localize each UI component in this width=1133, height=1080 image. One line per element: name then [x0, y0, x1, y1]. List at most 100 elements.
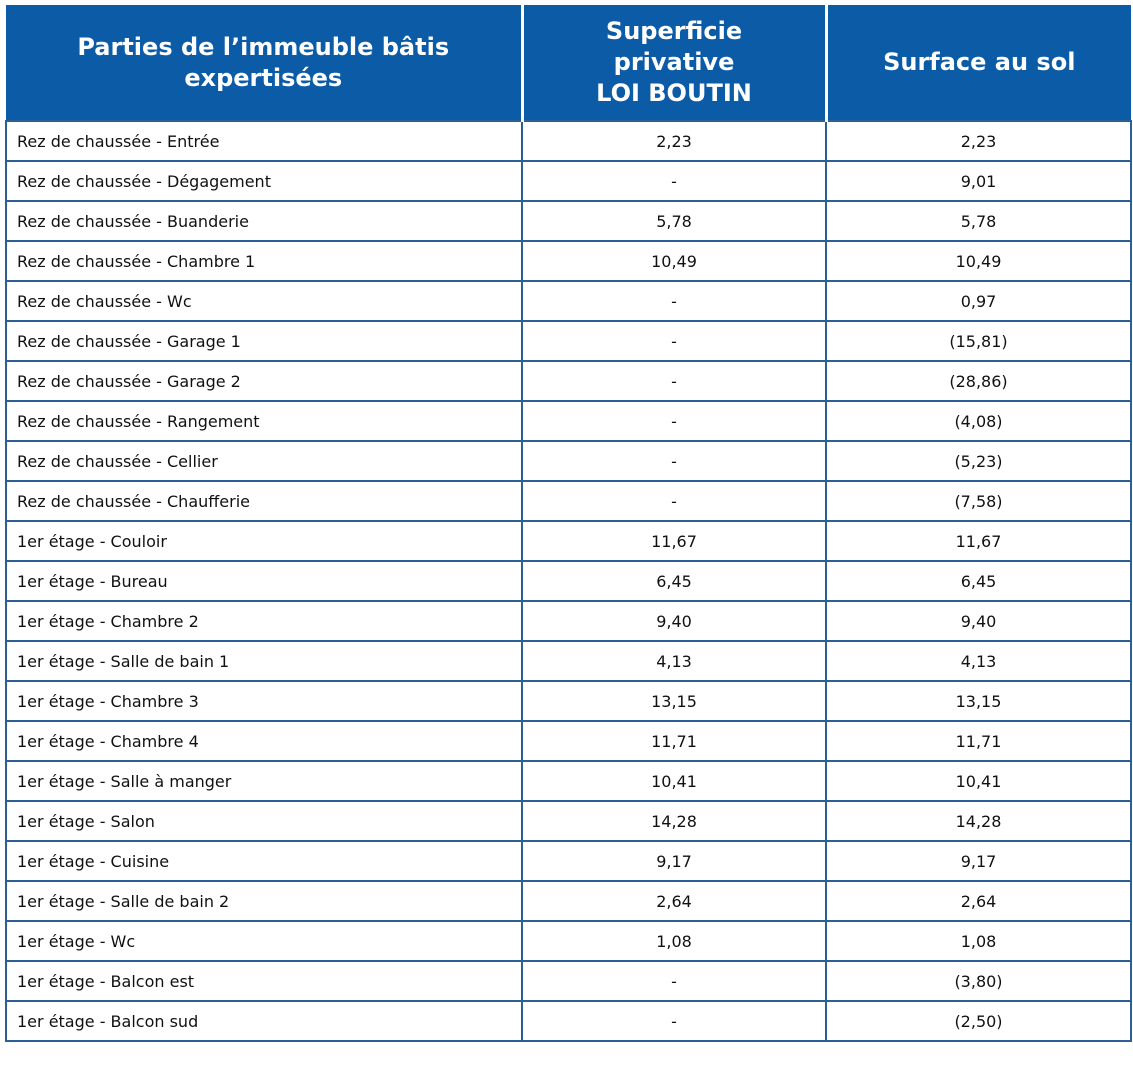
row-surface-sol: 13,15	[825, 680, 1132, 722]
row-superficie-boutin: -	[521, 360, 827, 402]
row-label: 1er étage - Couloir	[5, 520, 523, 562]
row-superficie-boutin: -	[521, 960, 827, 1002]
row-superficie-boutin: 1,08	[521, 920, 827, 962]
row-surface-sol: 0,97	[825, 280, 1132, 322]
row-surface-sol: (5,23)	[825, 440, 1132, 482]
row-surface-sol: (2,50)	[825, 1000, 1132, 1042]
surface-table: Parties de l’immeuble bâtis expertisées …	[5, 5, 1132, 1042]
table-row: Rez de chaussée - Entrée 2,23 2,23	[5, 120, 1132, 162]
table-row: 1er étage - Salle de bain 2 2,64 2,64	[5, 880, 1132, 922]
table-row: Rez de chaussée - Buanderie 5,78 5,78	[5, 200, 1132, 242]
row-superficie-boutin: 2,64	[521, 880, 827, 922]
row-superficie-boutin: 4,13	[521, 640, 827, 682]
table-row: 1er étage - Balcon sud - (2,50)	[5, 1000, 1132, 1042]
row-superficie-boutin: 6,45	[521, 560, 827, 602]
header-boutin-line: LOI BOUTIN	[596, 79, 752, 107]
table-row: Rez de chaussée - Cellier - (5,23)	[5, 440, 1132, 482]
table-row: 1er étage - Cuisine 9,17 9,17	[5, 840, 1132, 882]
row-label: 1er étage - Chambre 3	[5, 680, 523, 722]
row-superficie-boutin: -	[521, 480, 827, 522]
row-label: 1er étage - Bureau	[5, 560, 523, 602]
row-label: Rez de chaussée - Cellier	[5, 440, 523, 482]
table-body: Rez de chaussée - Entrée 2,23 2,23 Rez de c…	[5, 120, 1132, 1042]
row-superficie-boutin: 11,67	[521, 520, 827, 562]
header-sol-line: Surface au sol	[883, 48, 1076, 76]
row-superficie-boutin: 11,71	[521, 720, 827, 762]
row-label: Rez de chaussée - Chaufferie	[5, 480, 523, 522]
row-label: 1er étage - Chambre 2	[5, 600, 523, 642]
row-superficie-boutin: 13,15	[521, 680, 827, 722]
row-surface-sol: 9,17	[825, 840, 1132, 882]
header-boutin-line: Superficie	[605, 17, 743, 45]
row-label: Rez de chaussée - Chambre 1	[5, 240, 523, 282]
table-row: 1er étage - Bureau 6,45 6,45	[5, 560, 1132, 602]
table-row: Rez de chaussée - Garage 1- (15,81)	[5, 320, 1132, 362]
header-parties-line: expertisées	[184, 63, 343, 92]
table-row: Rez de chaussée - Chaufferie - (7,58)	[5, 480, 1132, 522]
row-superficie-boutin: -	[521, 440, 827, 482]
row-superficie-boutin: -	[521, 1000, 827, 1042]
row-label: 1er étage - Balcon sud	[5, 1000, 523, 1042]
table-header: Parties de l’immeuble bâtis expertisées …	[6, 5, 1131, 121]
row-superficie-boutin: 10,41	[521, 760, 827, 802]
row-surface-sol: 10,41	[825, 760, 1132, 802]
row-surface-sol: 6,45	[825, 560, 1132, 602]
table-row: Rez de chaussée - Garage 2- (28,86)	[5, 360, 1132, 402]
row-superficie-boutin: 9,17	[521, 840, 827, 882]
row-superficie-boutin: 14,28	[521, 800, 827, 842]
row-label: Rez de chaussée - Rangement	[5, 400, 523, 442]
row-superficie-boutin: -	[521, 400, 827, 442]
row-surface-sol: (4,08)	[825, 400, 1132, 442]
table-row: 1er étage - Salon 14,28 14,28	[5, 800, 1132, 842]
table-row: Rez de chaussée - Chambre 1 10,49 10,49	[5, 240, 1132, 282]
row-surface-sol: 10,49	[825, 240, 1132, 282]
row-superficie-boutin: 9,40	[521, 600, 827, 642]
row-superficie-boutin: -	[521, 160, 827, 202]
row-superficie-boutin: 2,23	[521, 120, 827, 162]
row-label: 1er étage - Salon	[5, 800, 523, 842]
table-row: 1er étage - Chambre 4 11,71 11,71	[5, 720, 1132, 762]
row-label: 1er étage - Salle de bain 2	[5, 880, 523, 922]
table-row: 1er étage - Salle de bain 1 4,13 4,13	[5, 640, 1132, 682]
table-row: 1er étage - Wc 1,08 1,08	[5, 920, 1132, 962]
row-label: 1er étage - Wc	[5, 920, 523, 962]
row-label: 1er étage - Chambre 4	[5, 720, 523, 762]
table-row: Rez de chaussée - Wc -0,97	[5, 280, 1132, 322]
row-label: Rez de chaussée - Garage 1	[5, 320, 523, 362]
row-superficie-boutin: -	[521, 280, 827, 322]
row-surface-sol: 4,13	[825, 640, 1132, 682]
header-surface-sol: Surface au sol	[824, 5, 1131, 121]
row-superficie-boutin: 5,78	[521, 200, 827, 242]
row-surface-sol: 5,78	[825, 200, 1132, 242]
row-surface-sol: 11,67	[825, 520, 1132, 562]
header-boutin-line: privative	[613, 48, 735, 76]
table-row: 1er étage - Chambre 3 13,15 13,15	[5, 680, 1132, 722]
row-superficie-boutin: -	[521, 320, 827, 362]
row-surface-sol: 14,28	[825, 800, 1132, 842]
row-label: 1er étage - Cuisine	[5, 840, 523, 882]
header-superficie-boutin: Superficie privative LOI BOUTIN	[520, 5, 826, 121]
row-label: Rez de chaussée - Dégagement	[5, 160, 523, 202]
table-row: 1er étage - Chambre 2 9,40 9,40	[5, 600, 1132, 642]
row-surface-sol: (3,80)	[825, 960, 1132, 1002]
row-label: 1er étage - Salle de bain 1	[5, 640, 523, 682]
table-row: 1er étage - Couloir 11,67 11,67	[5, 520, 1132, 562]
row-surface-sol: (15,81)	[825, 320, 1132, 362]
row-surface-sol: 2,64	[825, 880, 1132, 922]
row-surface-sol: 2,23	[825, 120, 1132, 162]
row-label: Rez de chaussée - Wc	[5, 280, 523, 322]
table-row: Rez de chaussée - Dégagement -9,01	[5, 160, 1132, 202]
row-surface-sol: 9,40	[825, 600, 1132, 642]
table-row: 1er étage - Salle à manger 10,41 10,41	[5, 760, 1132, 802]
row-surface-sol: 1,08	[825, 920, 1132, 962]
table-row: 1er étage - Balcon est - (3,80)	[5, 960, 1132, 1002]
row-surface-sol: (7,58)	[825, 480, 1132, 522]
row-surface-sol: 11,71	[825, 720, 1132, 762]
row-label: 1er étage - Salle à manger	[5, 760, 523, 802]
row-superficie-boutin: 10,49	[521, 240, 827, 282]
row-surface-sol: 9,01	[825, 160, 1132, 202]
header-parties: Parties de l’immeuble bâtis expertisées	[6, 5, 522, 121]
row-label: Rez de chaussée - Garage 2	[5, 360, 523, 402]
row-label: Rez de chaussée - Entrée	[5, 120, 523, 162]
header-parties-line: Parties de l’immeuble bâtis	[77, 32, 450, 61]
